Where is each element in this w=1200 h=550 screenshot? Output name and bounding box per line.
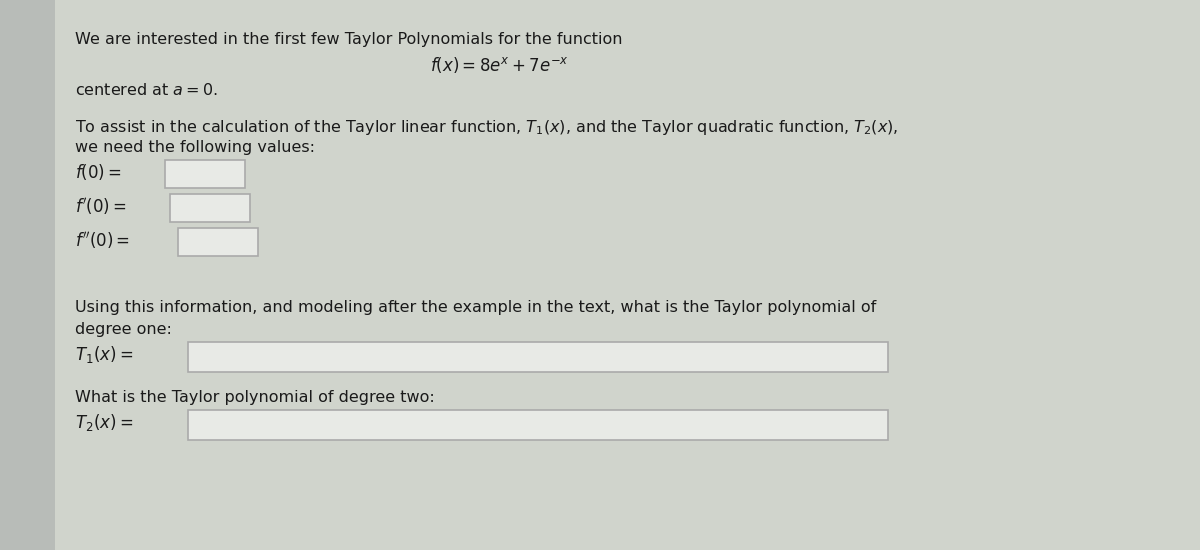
FancyBboxPatch shape: [0, 0, 55, 550]
Text: $f(0) =$: $f(0) =$: [74, 162, 121, 182]
FancyBboxPatch shape: [170, 194, 250, 222]
FancyBboxPatch shape: [188, 410, 888, 440]
Text: We are interested in the first few Taylor Polynomials for the function: We are interested in the first few Taylo…: [74, 32, 623, 47]
Text: What is the Taylor polynomial of degree two:: What is the Taylor polynomial of degree …: [74, 390, 434, 405]
Text: we need the following values:: we need the following values:: [74, 140, 314, 155]
Text: $f(x) = 8e^{x} + 7e^{-x}$: $f(x) = 8e^{x} + 7e^{-x}$: [430, 55, 569, 75]
Text: $f''(0) =$: $f''(0) =$: [74, 230, 130, 251]
FancyBboxPatch shape: [188, 342, 888, 372]
Text: $f'(0) =$: $f'(0) =$: [74, 196, 127, 217]
Text: Using this information, and modeling after the example in the text, what is the : Using this information, and modeling aft…: [74, 300, 876, 315]
FancyBboxPatch shape: [178, 228, 258, 256]
Text: $T_1(x) =$: $T_1(x) =$: [74, 344, 133, 365]
Text: centered at $a = 0$.: centered at $a = 0$.: [74, 82, 217, 98]
Text: degree one:: degree one:: [74, 322, 172, 337]
Text: $T_2(x) =$: $T_2(x) =$: [74, 412, 133, 433]
Text: To assist in the calculation of the Taylor linear function, $T_1(x)$, and the Ta: To assist in the calculation of the Tayl…: [74, 118, 899, 137]
FancyBboxPatch shape: [166, 160, 245, 188]
